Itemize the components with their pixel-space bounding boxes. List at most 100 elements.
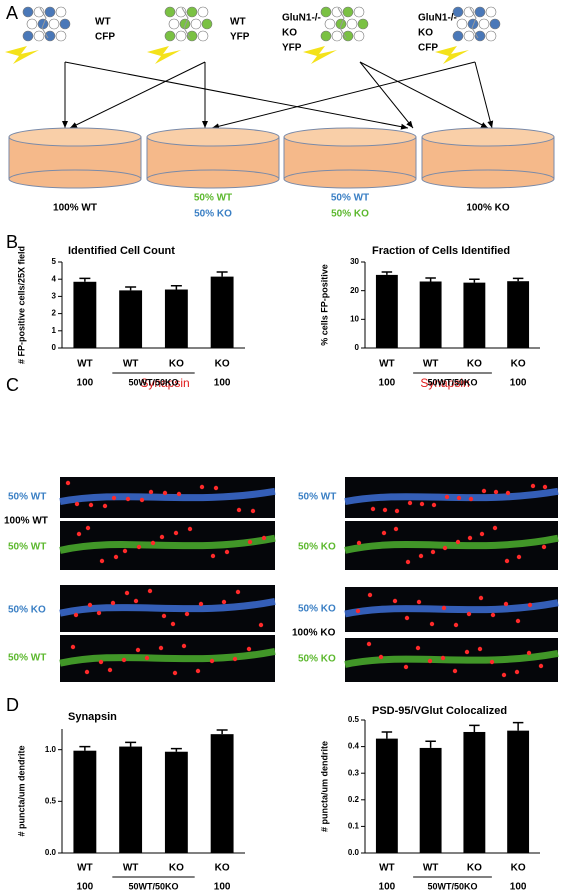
error-bar — [425, 740, 436, 748]
puncta — [455, 539, 461, 545]
bar — [375, 274, 398, 348]
puncta — [504, 558, 510, 564]
dish-label: 50% KO — [194, 209, 232, 220]
cell — [44, 6, 56, 18]
x-tick-sublabel: 100 — [214, 882, 231, 893]
dish-label: 50% WT — [194, 193, 232, 204]
puncta — [209, 658, 215, 664]
puncta — [501, 672, 507, 678]
cell — [186, 30, 198, 42]
puncta — [393, 526, 399, 532]
puncta — [468, 496, 474, 502]
channel — [181, 7, 191, 39]
stain-label: Synapsin — [140, 376, 189, 390]
y-axis-label: # puncta/um dendrite — [319, 741, 329, 832]
puncta — [466, 611, 472, 617]
bar — [463, 282, 486, 348]
y-tick-label: 0.1 — [348, 822, 360, 831]
puncta — [405, 559, 411, 565]
cell — [474, 6, 486, 18]
error-bar — [216, 729, 228, 735]
cell — [335, 18, 347, 30]
puncta — [440, 655, 446, 661]
panel-label: A — [6, 3, 18, 23]
cell — [55, 6, 67, 18]
group-label: 50WT/50KO — [128, 881, 178, 891]
micrographs — [59, 477, 559, 682]
puncta — [261, 535, 267, 541]
puncta — [187, 526, 193, 532]
x-tick-sublabel: 100 — [379, 882, 396, 893]
x-tick-sublabel: 100 — [77, 378, 94, 389]
puncta — [98, 659, 104, 665]
cell — [463, 6, 475, 18]
cell — [26, 18, 38, 30]
group-label: 50WT/50KO — [427, 377, 477, 387]
puncta — [489, 659, 495, 665]
puncta — [430, 549, 436, 555]
puncta — [147, 588, 153, 594]
source-label: KO — [282, 28, 297, 39]
puncta — [378, 654, 384, 660]
dendrite — [59, 534, 276, 554]
puncta — [84, 669, 90, 675]
x-tick-label: KO — [215, 863, 230, 874]
x-tick-label: KO — [169, 359, 184, 370]
puncta — [232, 656, 238, 662]
error-bar — [469, 278, 480, 283]
cell — [452, 30, 464, 42]
dish-label: 50% KO — [331, 209, 369, 220]
error-bar — [512, 277, 524, 282]
bar — [507, 730, 530, 853]
dish-top — [283, 127, 417, 147]
source-label: CFP — [95, 32, 115, 43]
x-tick-label: WT — [379, 359, 395, 370]
dish-label: 100% WT — [53, 203, 97, 214]
cell — [201, 18, 213, 30]
puncta — [87, 602, 93, 608]
cell — [342, 30, 354, 42]
cell — [175, 30, 187, 42]
y-tick-label: 0.5 — [348, 715, 360, 724]
stain-label: Synapsin — [420, 376, 469, 390]
puncta — [394, 508, 400, 514]
lightning — [435, 46, 469, 64]
puncta — [516, 554, 522, 560]
group-label: 50WT/50KO — [427, 881, 477, 891]
x-tick-sublabel: 100 — [510, 378, 527, 389]
puncta — [111, 495, 117, 501]
puncta — [184, 611, 190, 617]
y-tick-label: 0.3 — [348, 768, 360, 777]
cell — [342, 6, 354, 18]
panel-label: C — [6, 375, 19, 395]
error-bar — [512, 721, 524, 731]
puncta — [74, 501, 80, 507]
y-tick-label: 3 — [52, 292, 57, 301]
row-label: 50% WT — [298, 492, 336, 503]
x-tick-label: WT — [77, 863, 93, 874]
x-tick-label: WT — [423, 359, 439, 370]
puncta — [76, 531, 82, 537]
puncta — [481, 488, 487, 494]
bar — [73, 281, 97, 348]
y-tick-label: 0.4 — [348, 742, 360, 751]
cell — [485, 30, 497, 42]
cell — [346, 18, 358, 30]
puncta — [467, 535, 473, 541]
puncta — [144, 655, 150, 661]
bar — [375, 738, 398, 853]
puncta — [172, 670, 178, 676]
y-tick-label: 0 — [52, 343, 57, 352]
puncta — [102, 503, 108, 509]
puncta — [122, 548, 128, 554]
cell — [474, 30, 486, 42]
puncta — [514, 669, 520, 675]
source-label: GluN1-/- — [282, 13, 321, 24]
puncta — [148, 489, 154, 495]
source-label: GluN1-/- — [418, 13, 457, 24]
puncta — [403, 664, 409, 670]
puncta — [247, 539, 253, 545]
puncta — [224, 549, 230, 555]
dish-label: 100% KO — [466, 203, 510, 214]
